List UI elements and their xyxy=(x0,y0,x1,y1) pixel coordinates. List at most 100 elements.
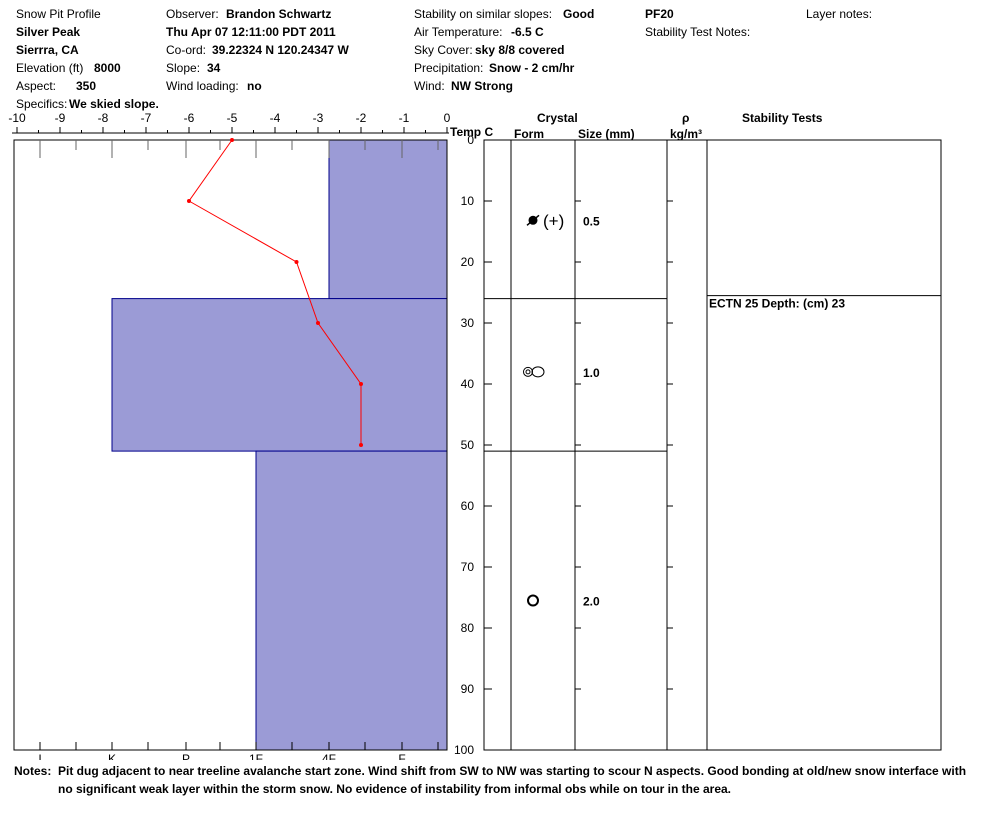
sky-cover-label: Sky Cover: xyxy=(414,43,473,57)
wind-loading-label: Wind loading: xyxy=(166,79,239,93)
depth-tick-label: 70 xyxy=(461,560,475,574)
notes-section: Notes: Pit dug adjacent to near treeline… xyxy=(14,762,974,798)
hardness-bar-1 xyxy=(111,298,448,452)
depth-axis: 0 10 20 30 40 50 60 70 80 90 100 xyxy=(454,133,474,757)
wind-loading-value: no xyxy=(247,79,262,93)
temp-axis-label: Temp C xyxy=(450,125,494,139)
depth-tick-label: 80 xyxy=(461,621,475,635)
faceted-rounded-icon xyxy=(523,366,545,378)
elevation-label: Elevation (ft) xyxy=(16,61,84,75)
notes-line-2: no significant weak layer within the sto… xyxy=(58,782,731,796)
inner-ticks xyxy=(39,140,439,750)
temp-tick-label: -6 xyxy=(184,111,195,125)
depth-tick-label: 20 xyxy=(461,255,475,269)
hardness-bar-0 xyxy=(328,139,448,300)
crystal-size: 2.0 xyxy=(583,595,600,609)
hardness-label: P xyxy=(182,752,190,760)
form-circle xyxy=(523,366,533,377)
precipitation-label: Precipitation: xyxy=(414,61,484,75)
table-frame xyxy=(483,139,942,751)
observation-datetime: Thu Apr 07 12:11:00 PDT 2011 xyxy=(166,25,336,39)
pit-id: PF20 xyxy=(645,7,674,21)
temperature-point xyxy=(359,382,363,386)
hardness-label: 1F xyxy=(249,752,263,760)
hardness-bars xyxy=(111,139,448,751)
air-temp-label: Air Temperature: xyxy=(414,25,503,39)
stability-tests-header: Stability Tests xyxy=(742,111,823,125)
notes-line-1: Pit dug adjacent to near treeline avalan… xyxy=(58,764,967,778)
temperature-axis: -10 -9 -8 -7 -6 -5 -4 -3 -2 -1 0 xyxy=(8,111,451,134)
form-slash xyxy=(526,214,540,226)
profile-title: Snow Pit Profile xyxy=(16,7,101,21)
form-header: Form xyxy=(514,127,544,141)
decomposing-particles-icon: (+) xyxy=(526,211,564,230)
temp-tick-label: -5 xyxy=(227,111,238,125)
snow-profile-chart: -10 -9 -8 -7 -6 -5 -4 -3 -2 -1 0 I K P 1F 4F F 01020304… xyxy=(8,111,942,760)
temp-tick-label: -8 xyxy=(98,111,109,125)
crystal-header: Crystal xyxy=(537,111,578,125)
form-cross-symbol: (+) xyxy=(543,211,564,230)
hardness-label: F xyxy=(398,752,405,760)
temperature-profile xyxy=(187,138,363,447)
hardness-label: K xyxy=(108,752,116,760)
notes-label: Notes: xyxy=(14,764,52,778)
depth-tick-label: 30 xyxy=(461,316,475,330)
slope-value: 34 xyxy=(207,61,221,75)
depth-tick-label: 40 xyxy=(461,377,475,391)
temp-tick-label: -9 xyxy=(55,111,66,125)
layer-notes-label: Layer notes: xyxy=(806,7,873,21)
depth-tick-label: 50 xyxy=(461,438,475,452)
wind-value: NW Strong xyxy=(451,79,513,93)
temp-tick-label: -7 xyxy=(141,111,152,125)
form-round xyxy=(527,594,539,607)
depth-tick-label: 10 xyxy=(461,194,475,208)
crystal-size: 0.5 xyxy=(583,214,600,228)
precipitation-value: Snow - 2 cm/hr xyxy=(489,61,575,75)
specifics-label: Specifics: xyxy=(16,97,68,111)
stability-label: Stability on similar slopes: xyxy=(414,7,553,21)
temp-tick-label: -1 xyxy=(399,111,410,125)
size-header: Size (mm) xyxy=(578,127,635,141)
depth-tick-label: 100 xyxy=(454,743,474,757)
form-ellipse xyxy=(531,366,545,378)
observer-value: Brandon Schwartz xyxy=(226,7,332,21)
depth-tick-label: 60 xyxy=(461,499,475,513)
rounded-grains-icon xyxy=(527,594,539,607)
temp-tick-label: 0 xyxy=(444,111,451,125)
sky-cover-value: sky 8/8 covered xyxy=(475,43,565,57)
stability-notes-label: Stability Test Notes: xyxy=(645,25,751,39)
location-name: Silver Peak xyxy=(16,25,81,39)
crystal-table: ECTN 25 Depth: (cm) 23 (+) 0.5 1.0 2.0 xyxy=(483,139,942,751)
temperature-point xyxy=(294,260,299,264)
observer-label: Observer: xyxy=(166,7,219,21)
crystal-size: 1.0 xyxy=(583,366,600,380)
air-temp-value: -6.5 C xyxy=(511,25,544,39)
coord-value: 39.22324 N 120.24347 W xyxy=(212,43,349,57)
hardness-axis: I K P 1F 4F F xyxy=(38,752,405,760)
coord-label: Co-ord: xyxy=(166,43,207,57)
specifics-value: We skied slope. xyxy=(69,97,159,111)
form-inner-circle xyxy=(525,369,531,375)
aspect-value: 350 xyxy=(76,79,97,93)
region-name: Sierrra, CA xyxy=(16,43,79,57)
temperature-point xyxy=(359,443,363,447)
aspect-label: Aspect: xyxy=(16,79,57,93)
slope-label: Slope: xyxy=(166,61,201,75)
stability-value: Good xyxy=(563,7,595,21)
stability-test-label: ECTN 25 Depth: (cm) 23 xyxy=(709,297,845,311)
density-header: ρ xyxy=(682,111,690,125)
elevation-value: 8000 xyxy=(94,61,121,75)
wind-label: Wind: xyxy=(414,79,445,93)
hardness-label: 4F xyxy=(322,752,336,760)
depth-tick-label: 0 xyxy=(467,133,474,147)
temperature-point xyxy=(187,199,191,203)
temp-tick-label: -3 xyxy=(313,111,324,125)
depth-tick-label: 90 xyxy=(461,682,475,696)
temp-tick-label: -2 xyxy=(356,111,367,125)
density-unit-header: kg/m³ xyxy=(670,127,703,141)
temperature-point xyxy=(316,321,320,325)
hardness-bar-2 xyxy=(255,450,448,751)
hardness-label: I xyxy=(38,752,41,760)
temperature-point xyxy=(230,138,234,142)
temp-tick-label: -4 xyxy=(270,111,281,125)
